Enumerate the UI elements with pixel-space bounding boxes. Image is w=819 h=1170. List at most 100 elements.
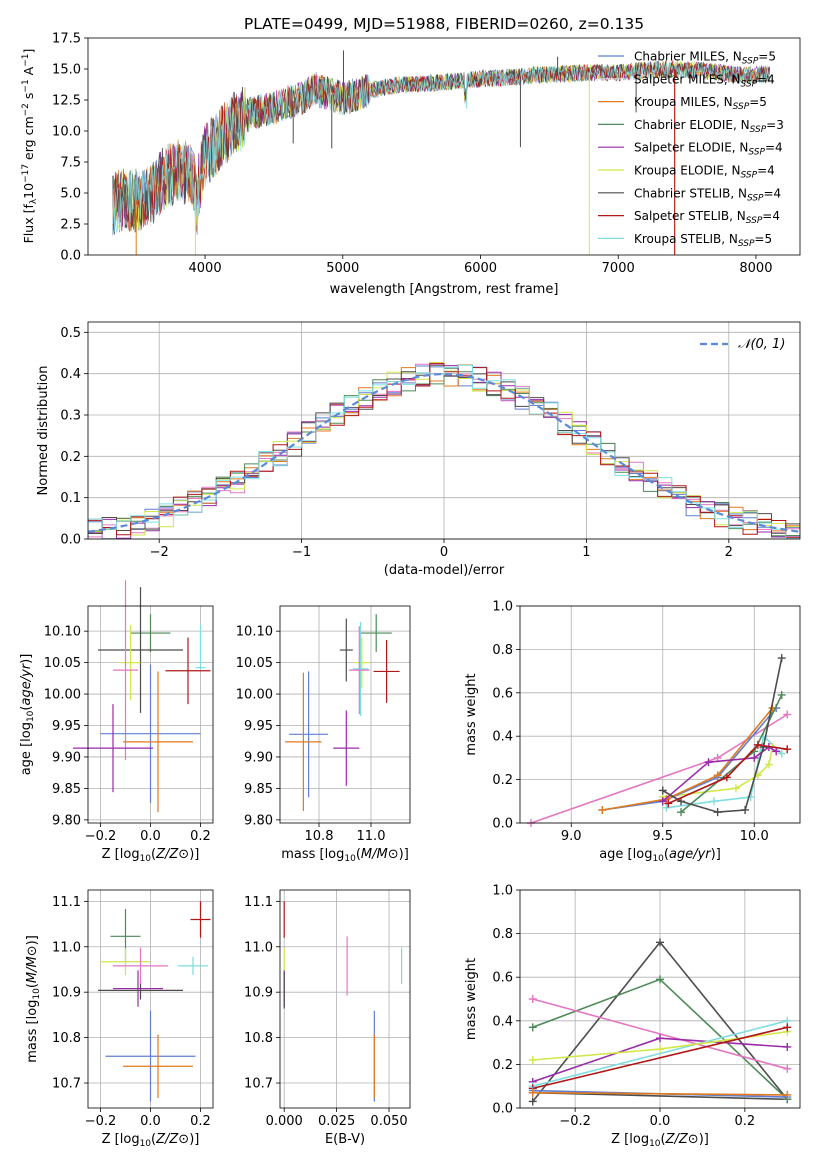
label-part: λ	[29, 198, 39, 204]
y-tick-label: 17.5	[52, 32, 81, 47]
series-line	[532, 941, 790, 1102]
y-tick-label: 11.1	[52, 895, 81, 910]
y-tick-label: 0.2	[492, 1058, 513, 1073]
label-part: ]	[21, 49, 36, 54]
label-part: Flux [f	[21, 204, 36, 244]
x-tick-label: 0.050	[370, 1114, 407, 1129]
y-tick-label: 10.10	[236, 625, 273, 640]
y-tick-label: 10.7	[52, 1077, 81, 1092]
x-tick-label: 4000	[189, 261, 222, 276]
y-tick-label: 0.2	[60, 450, 81, 465]
label-part: Z [log	[102, 1132, 140, 1147]
label-part: 10	[140, 854, 152, 864]
series-marker	[731, 784, 740, 793]
y-tick-label: 10.9	[244, 986, 273, 1001]
series-line	[602, 707, 774, 811]
label-part: SSP	[746, 216, 763, 226]
legend-entry: Chabrier STELIB, NSSP=4	[634, 186, 781, 203]
mass-vs-ebv-points	[283, 901, 403, 1102]
label-part: =5	[758, 50, 776, 64]
massweight-vs-Z-y-axis-label: mass weight	[464, 958, 479, 1040]
y-tick-label: 7.5	[60, 156, 81, 171]
mass-vs-Z-x-axis-label: Z [log10(Z/Z⊙)]	[102, 1132, 200, 1149]
series-marker	[709, 797, 718, 806]
series-marker	[722, 773, 731, 782]
mass-vs-Z-frame	[87, 889, 214, 1109]
x-tick-label: 0.2	[190, 829, 211, 844]
label-part: Salpeter ELODIE, N	[634, 141, 748, 155]
age-vs-mass-x-axis-label: mass [log10(M/M⊙)]	[281, 847, 409, 864]
spectrum-axes: 4000 5000 6000 7000 8000 0.0 2.5 5.0 7.5 10.0 12.5…	[52, 32, 772, 277]
label-part: mass [log	[25, 1000, 40, 1063]
series-marker	[528, 1088, 537, 1097]
mass-vs-ebv-axes: 0.000 0.025 0.050 10.7 10.8 10.9 11.0 11.1	[244, 890, 410, 1129]
label-part: Kroupa MILES, N	[634, 95, 733, 109]
massweight-vs-age-x-axis-label: age [log10(age/yr)]	[599, 847, 721, 864]
age-vs-mass-points	[285, 614, 400, 812]
label-part: age [log	[19, 722, 34, 775]
spectrum-title: PLATE=0499, MJD=51988, FIBERID=0260, z=0…	[244, 15, 644, 33]
y-tick-label: 2.5	[60, 218, 81, 233]
label-part: (	[19, 706, 34, 711]
series-line	[530, 713, 788, 824]
label-part: =5	[754, 232, 772, 246]
y-tick-label: 10.05	[236, 656, 273, 671]
x-tick-label: 6000	[464, 261, 497, 276]
series-marker	[753, 740, 762, 749]
series-marker	[658, 786, 667, 795]
residual-axes: −2 −1 0 1 2 0.0 0.1 0.2 0.3 0.4 0.5	[60, 322, 800, 560]
label-part: −2	[21, 103, 31, 116]
y-tick-label: 9.95	[52, 719, 81, 734]
legend-entry: Kroupa STELIB, NSSP=5	[634, 232, 772, 249]
x-tick-label: 2	[725, 545, 733, 560]
label-part: −1	[21, 54, 31, 67]
series-marker	[528, 1023, 537, 1032]
x-tick-label: −2	[150, 545, 169, 560]
x-tick-label: 0.000	[266, 1114, 303, 1129]
label-part: SSP	[741, 171, 758, 181]
x-tick-label: 11.0	[357, 829, 386, 844]
label-part: age/yr	[19, 662, 34, 705]
label-part: )]	[19, 654, 34, 664]
spectrum-line	[112, 60, 770, 232]
massweight-vs-age-y-axis-label: mass weight	[464, 673, 479, 755]
age-vs-Z-axes: −0.2 0.0 0.2 9.80 9.85 9.90 9.95 10.00 10.05 10.1…	[44, 606, 213, 844]
y-tick-label: 1.0	[492, 600, 513, 615]
y-tick-label: 9.80	[52, 813, 81, 828]
label-part: SSP	[742, 57, 759, 67]
series-marker	[528, 1056, 537, 1065]
y-tick-label: 0.6	[492, 686, 513, 701]
label-part: age [log	[599, 847, 652, 862]
legend-entry: Chabrier MILES, NSSP=5	[634, 50, 776, 67]
series-marker	[656, 975, 664, 984]
series-marker	[662, 803, 671, 812]
y-tick-label: 1.0	[492, 884, 513, 899]
label-part: Chabrier ELODIE, N	[634, 118, 750, 132]
series-marker	[746, 792, 755, 801]
y-tick-label: 0.0	[492, 817, 513, 832]
label-part: Z/Z⊙	[155, 1132, 189, 1147]
label-part: (	[151, 1132, 156, 1147]
x-tick-label: 5000	[326, 261, 359, 276]
series-marker	[783, 1064, 792, 1073]
series-line	[532, 1020, 788, 1087]
y-tick-label: 10.05	[44, 656, 81, 671]
y-tick-label: 0.0	[492, 1102, 513, 1117]
series-marker	[783, 1090, 792, 1099]
series-marker	[713, 771, 722, 780]
legend-entry-normal: 𝒩(0, 1)	[738, 337, 785, 352]
label-part: SSP	[738, 239, 755, 249]
massweight-vs-age-frame	[519, 605, 801, 824]
series-marker	[783, 1023, 792, 1032]
spectrum-y-axis-label: Flux [fλ10−17 erg cm−2 s−1 A−1]	[21, 49, 39, 244]
x-tick-label: 0.025	[318, 1114, 355, 1129]
y-tick-label: 0.8	[492, 643, 513, 658]
residual-y-axis-label: Normed distribution	[36, 366, 51, 496]
series-marker	[777, 749, 786, 758]
series-marker	[677, 808, 686, 817]
y-tick-label: 0.0	[60, 249, 81, 264]
label-part: =5	[749, 95, 767, 109]
y-tick-label: 10.00	[44, 688, 81, 703]
label-part: )]	[699, 1132, 709, 1147]
label-part: (	[356, 847, 361, 862]
